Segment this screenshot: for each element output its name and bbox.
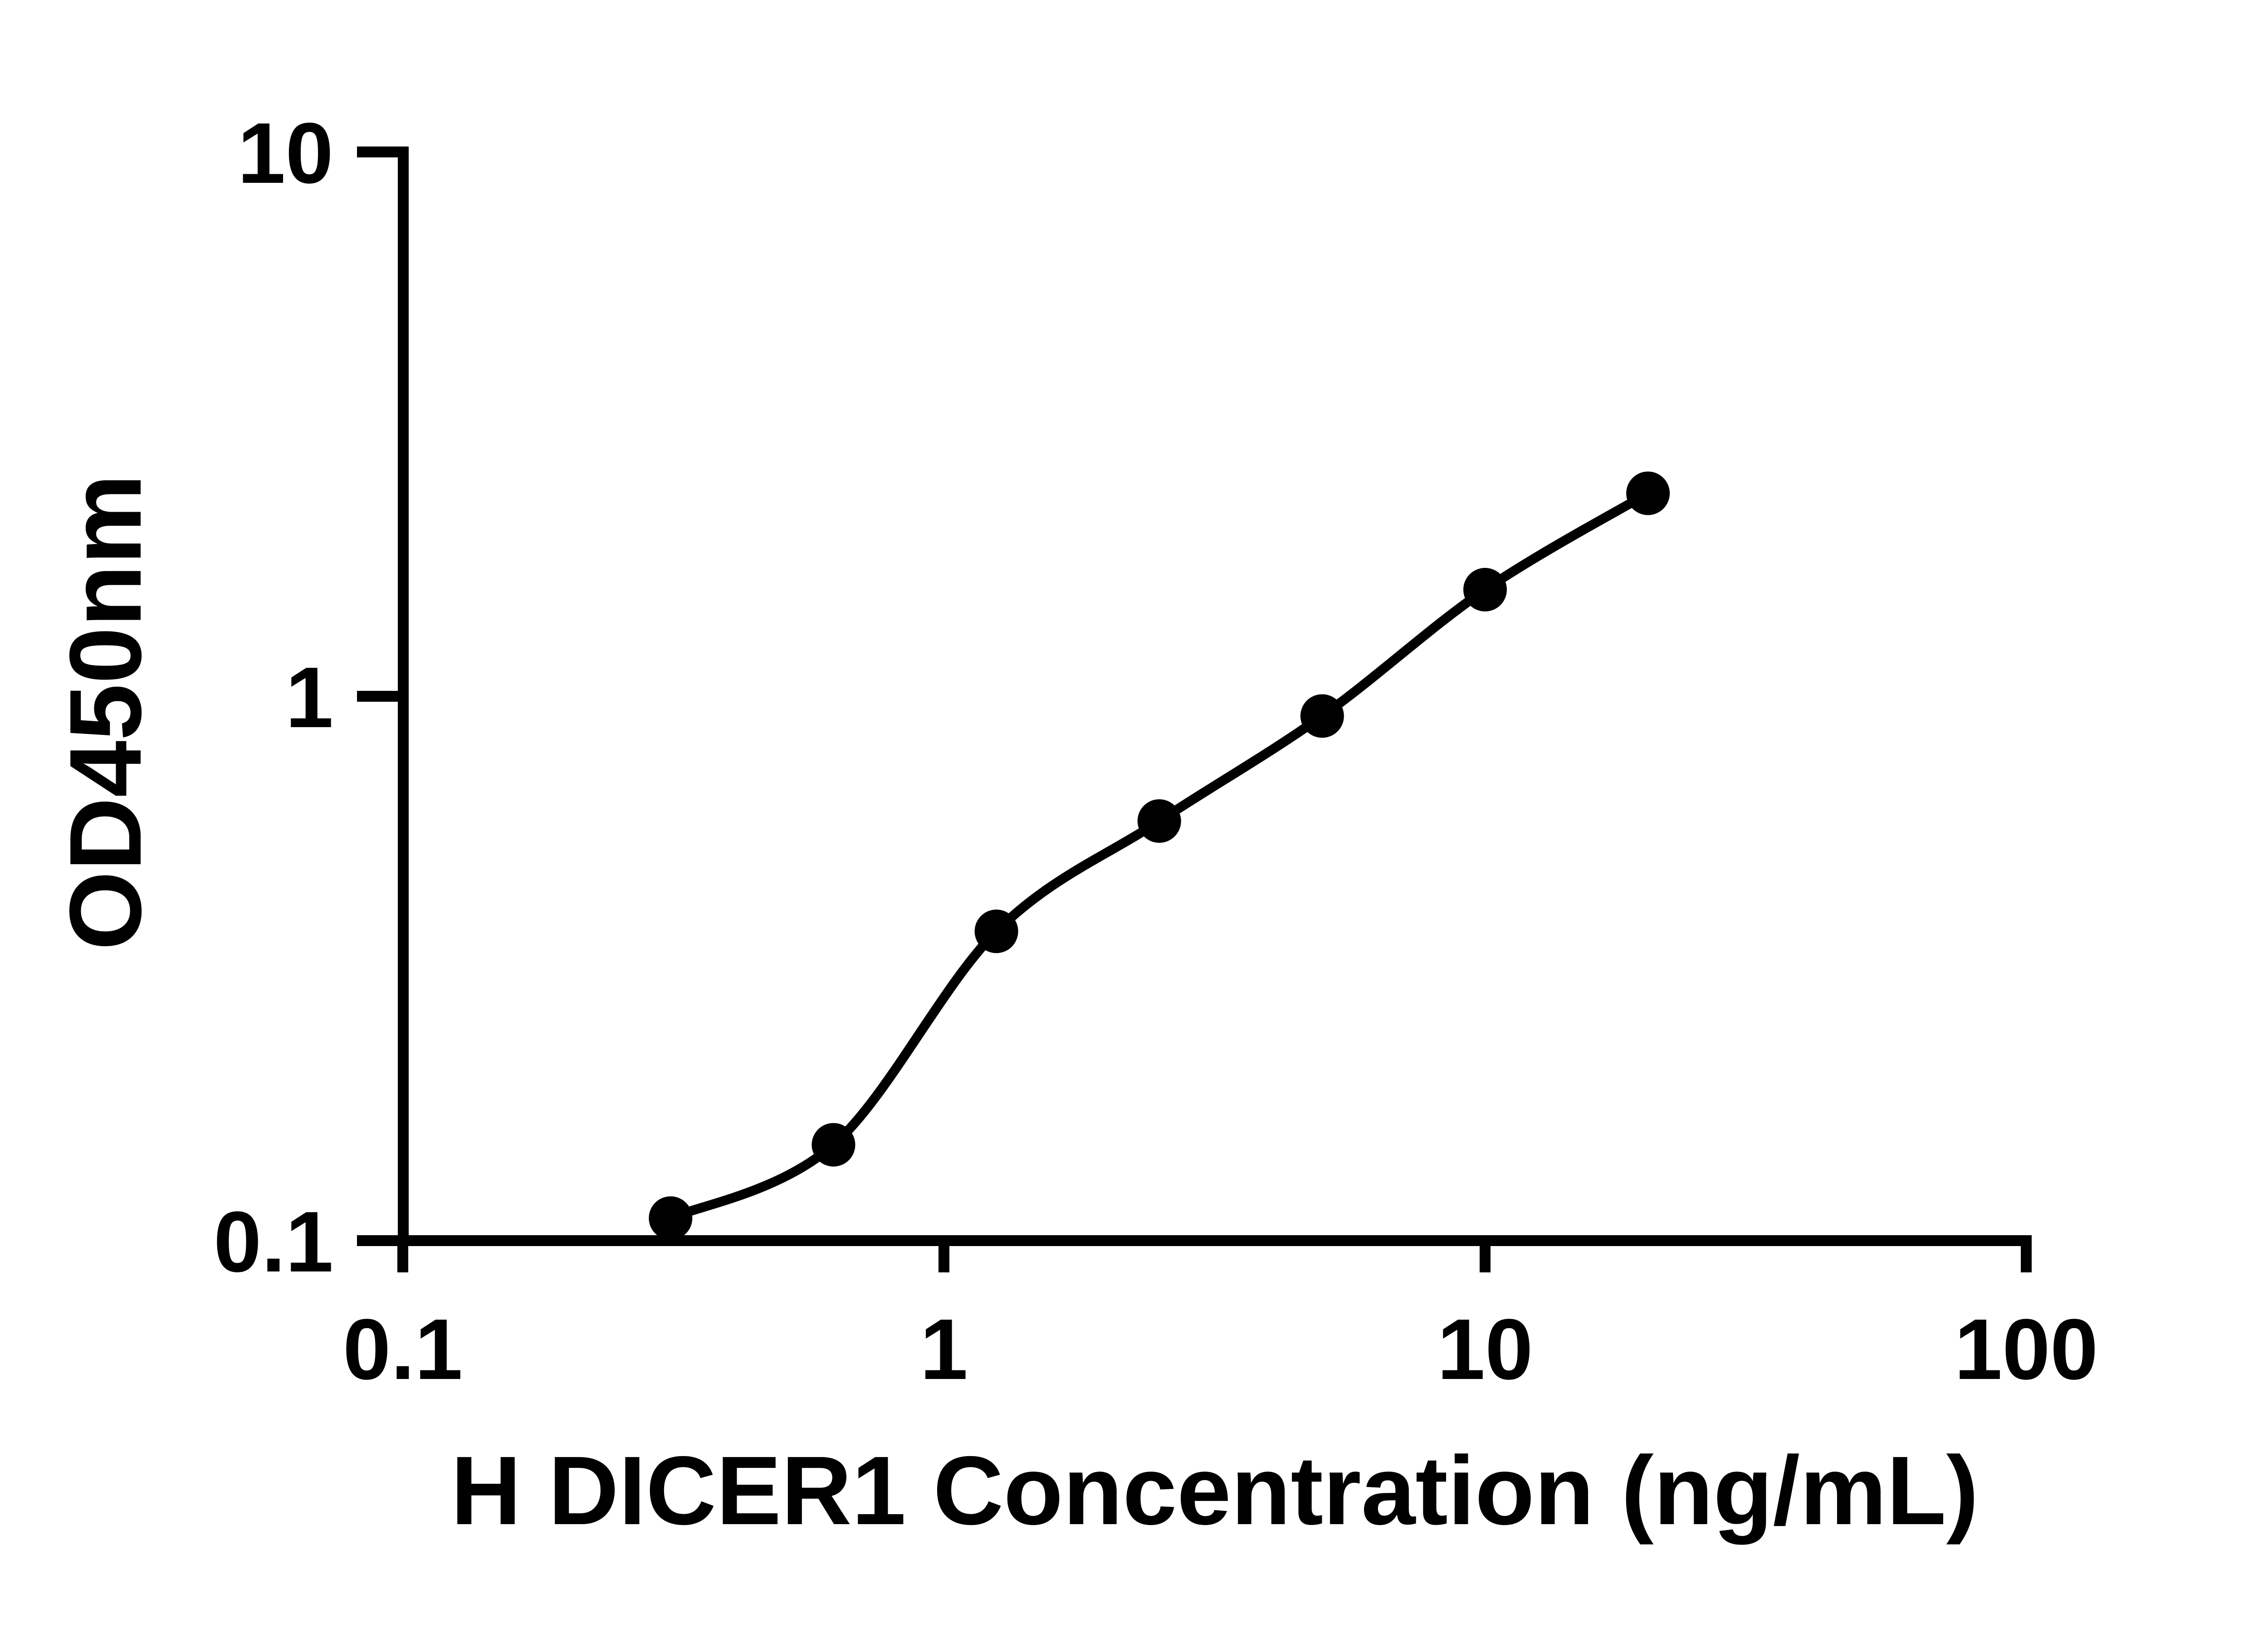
data-point: [1463, 567, 1507, 611]
y-axis-title: OD450nm: [48, 474, 162, 950]
x-axis-tick-labels: 0.1 1 10 100: [343, 1301, 2098, 1398]
data-point: [811, 1123, 855, 1167]
y-tick-label-10: 10: [238, 105, 333, 201]
x-tick-label-10: 10: [1437, 1301, 1533, 1398]
x-axis-ticks: [397, 1246, 2032, 1272]
data-point: [1137, 799, 1181, 843]
data-point: [974, 909, 1018, 953]
x-tick-label-0.1: 0.1: [343, 1301, 463, 1398]
y-tick-mark: [357, 691, 398, 702]
x-tick-mark: [938, 1246, 949, 1272]
y-tick-label-0.1: 0.1: [214, 1194, 333, 1290]
x-axis-line: [398, 1235, 2032, 1246]
data-points: [649, 471, 1670, 1240]
data-point: [1626, 471, 1670, 515]
x-tick-mark: [397, 1246, 408, 1272]
y-axis-line: [398, 147, 409, 1246]
y-axis-tick-labels: 10 1 0.1: [214, 105, 333, 1290]
data-point: [1300, 694, 1344, 738]
data-point: [649, 1196, 693, 1240]
y-tick-mark: [357, 147, 398, 157]
x-tick-mark: [2021, 1246, 2032, 1272]
y-tick-label-1: 1: [285, 650, 333, 746]
y-tick-mark: [357, 1235, 398, 1246]
x-tick-label-100: 100: [1954, 1301, 2098, 1398]
x-tick-mark: [1480, 1246, 1491, 1272]
x-axis-title: H DICER1 Concentration (ng/mL): [451, 1436, 1979, 1545]
x-tick-label-1: 1: [920, 1301, 968, 1398]
y-axis-ticks: [357, 147, 398, 1246]
